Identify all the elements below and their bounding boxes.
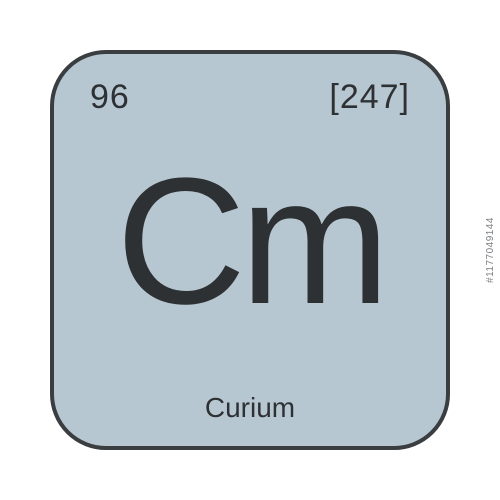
tile-card: 96 [247] Cm Curium xyxy=(50,50,450,450)
element-name: Curium xyxy=(205,392,295,424)
element-symbol: Cm xyxy=(116,152,384,332)
atomic-number: 96 xyxy=(90,78,130,117)
atomic-mass: [247] xyxy=(329,78,410,117)
watermark-text: #1177049144 xyxy=(485,217,496,283)
element-tile: 96 [247] Cm Curium xyxy=(50,50,450,450)
